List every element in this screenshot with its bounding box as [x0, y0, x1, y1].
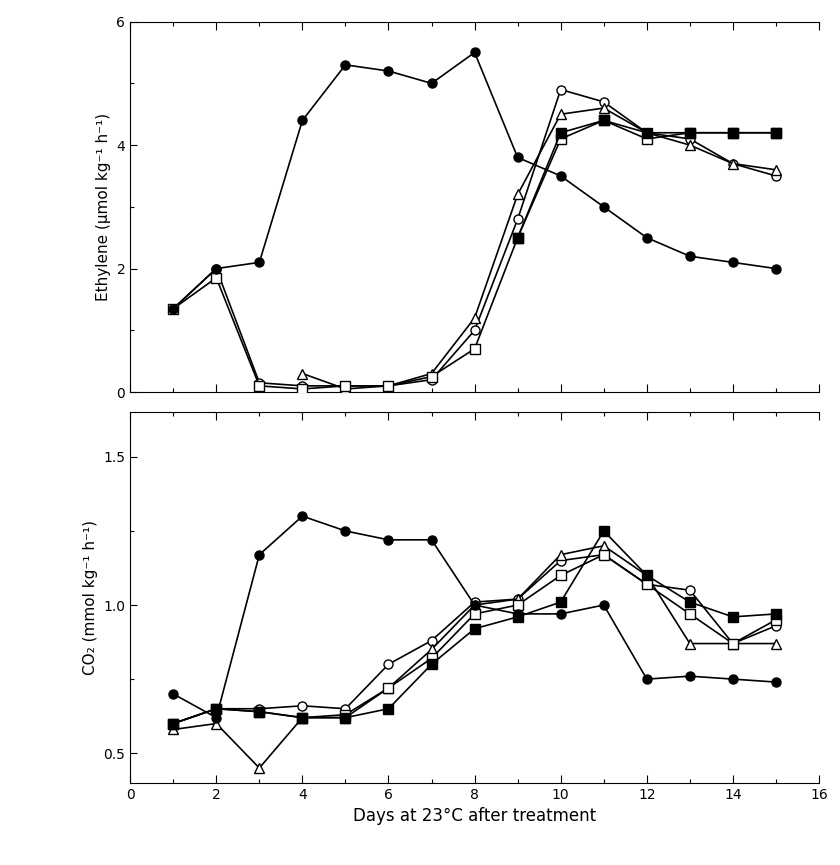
X-axis label: Days at 23°C after treatment: Days at 23°C after treatment — [353, 807, 596, 825]
Y-axis label: CO₂ (mmol kg⁻¹ h⁻¹): CO₂ (mmol kg⁻¹ h⁻¹) — [83, 520, 97, 675]
Y-axis label: Ethylene (μmol kg⁻¹ h⁻¹): Ethylene (μmol kg⁻¹ h⁻¹) — [96, 112, 111, 301]
